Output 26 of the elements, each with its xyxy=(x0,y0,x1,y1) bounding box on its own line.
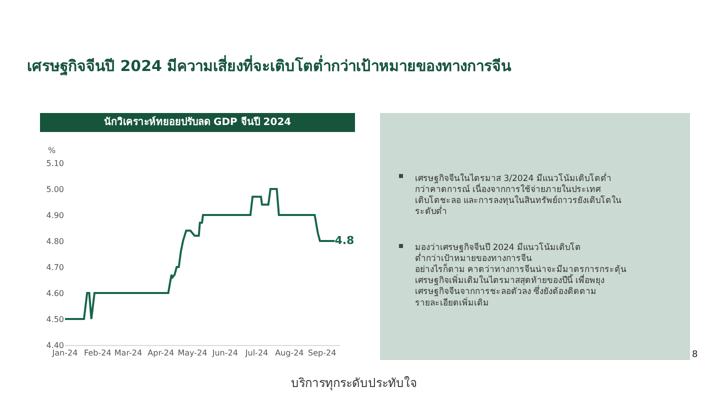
text: 8 xyxy=(692,350,698,360)
line-series xyxy=(65,188,336,320)
x-tick-label: Jun-24 xyxy=(211,348,238,358)
x-tick-label: Jul-24 xyxy=(244,348,268,358)
y-tick-label: 5.10 xyxy=(46,158,64,168)
y-axis-title: % xyxy=(48,146,56,155)
y-tick-label: 4.60 xyxy=(46,288,64,298)
x-tick-label: Jan-24 xyxy=(51,348,78,358)
chart-title: เศรษฐกิจจีนปี 2024 มีความเสี่ยงที่จะเติบโตต่ำกว่าเป้าหมายของทางการจีน xyxy=(27,55,512,76)
y-tick-label: 4.70 xyxy=(46,262,64,272)
y-tick-label: 4.40 xyxy=(46,340,64,350)
chart-subtitle: นักวิเคราะห์ทยอยปรับลด GDP จีนปี 2024 xyxy=(104,116,292,128)
x-tick-label: Apr-24 xyxy=(148,348,174,358)
data-label: 4.8 xyxy=(334,234,354,247)
y-tick-label: 4.90 xyxy=(46,210,64,220)
x-tick-label: May-24 xyxy=(178,348,208,358)
text: บริการทุกระดับประทับใจ xyxy=(291,376,417,391)
y-tick-label: 4.50 xyxy=(46,314,64,324)
x-tick-label: Feb-24 xyxy=(84,348,112,358)
text: เศรษฐกิจจีนในไตรมาส 3/2024 มีแนวโน้มเติบโตต่ำ กว่าคาดการณ์ เนื่องจากการใช้จ่ายภายในประเทศ เติบโตชะลอ และการลงทุนในสินทรัพย์ถาวรยังเติบโตใน ระดับต่ำ xyxy=(415,172,622,218)
x-tick-label: Aug-24 xyxy=(275,348,304,358)
text: มองว่าเศรษฐกิจจีนปี 2024 มีแนวโน้มเติบโต ต่ำกว่าเป้าหมายของทางการจีน อย่างไรก็ตาม คาดว่าทางการจีนน่าจะมีมาตรการกระตุ้น เศรษฐกิจเพิ่มเติมในไตรมาสสุดท้ายของปีนี้ เพื่อพยุง เศรษฐกิจจีนจากการชะลอตัวลง ซึ่งยังต้องติดตาม รายละเอียดเพิ่มเติม xyxy=(415,242,627,308)
x-tick-label: Mar-24 xyxy=(114,348,142,358)
y-tick-label: 4.80 xyxy=(46,236,64,246)
y-tick-label: 5.00 xyxy=(46,184,64,194)
x-tick-label: Sep-24 xyxy=(308,348,336,358)
